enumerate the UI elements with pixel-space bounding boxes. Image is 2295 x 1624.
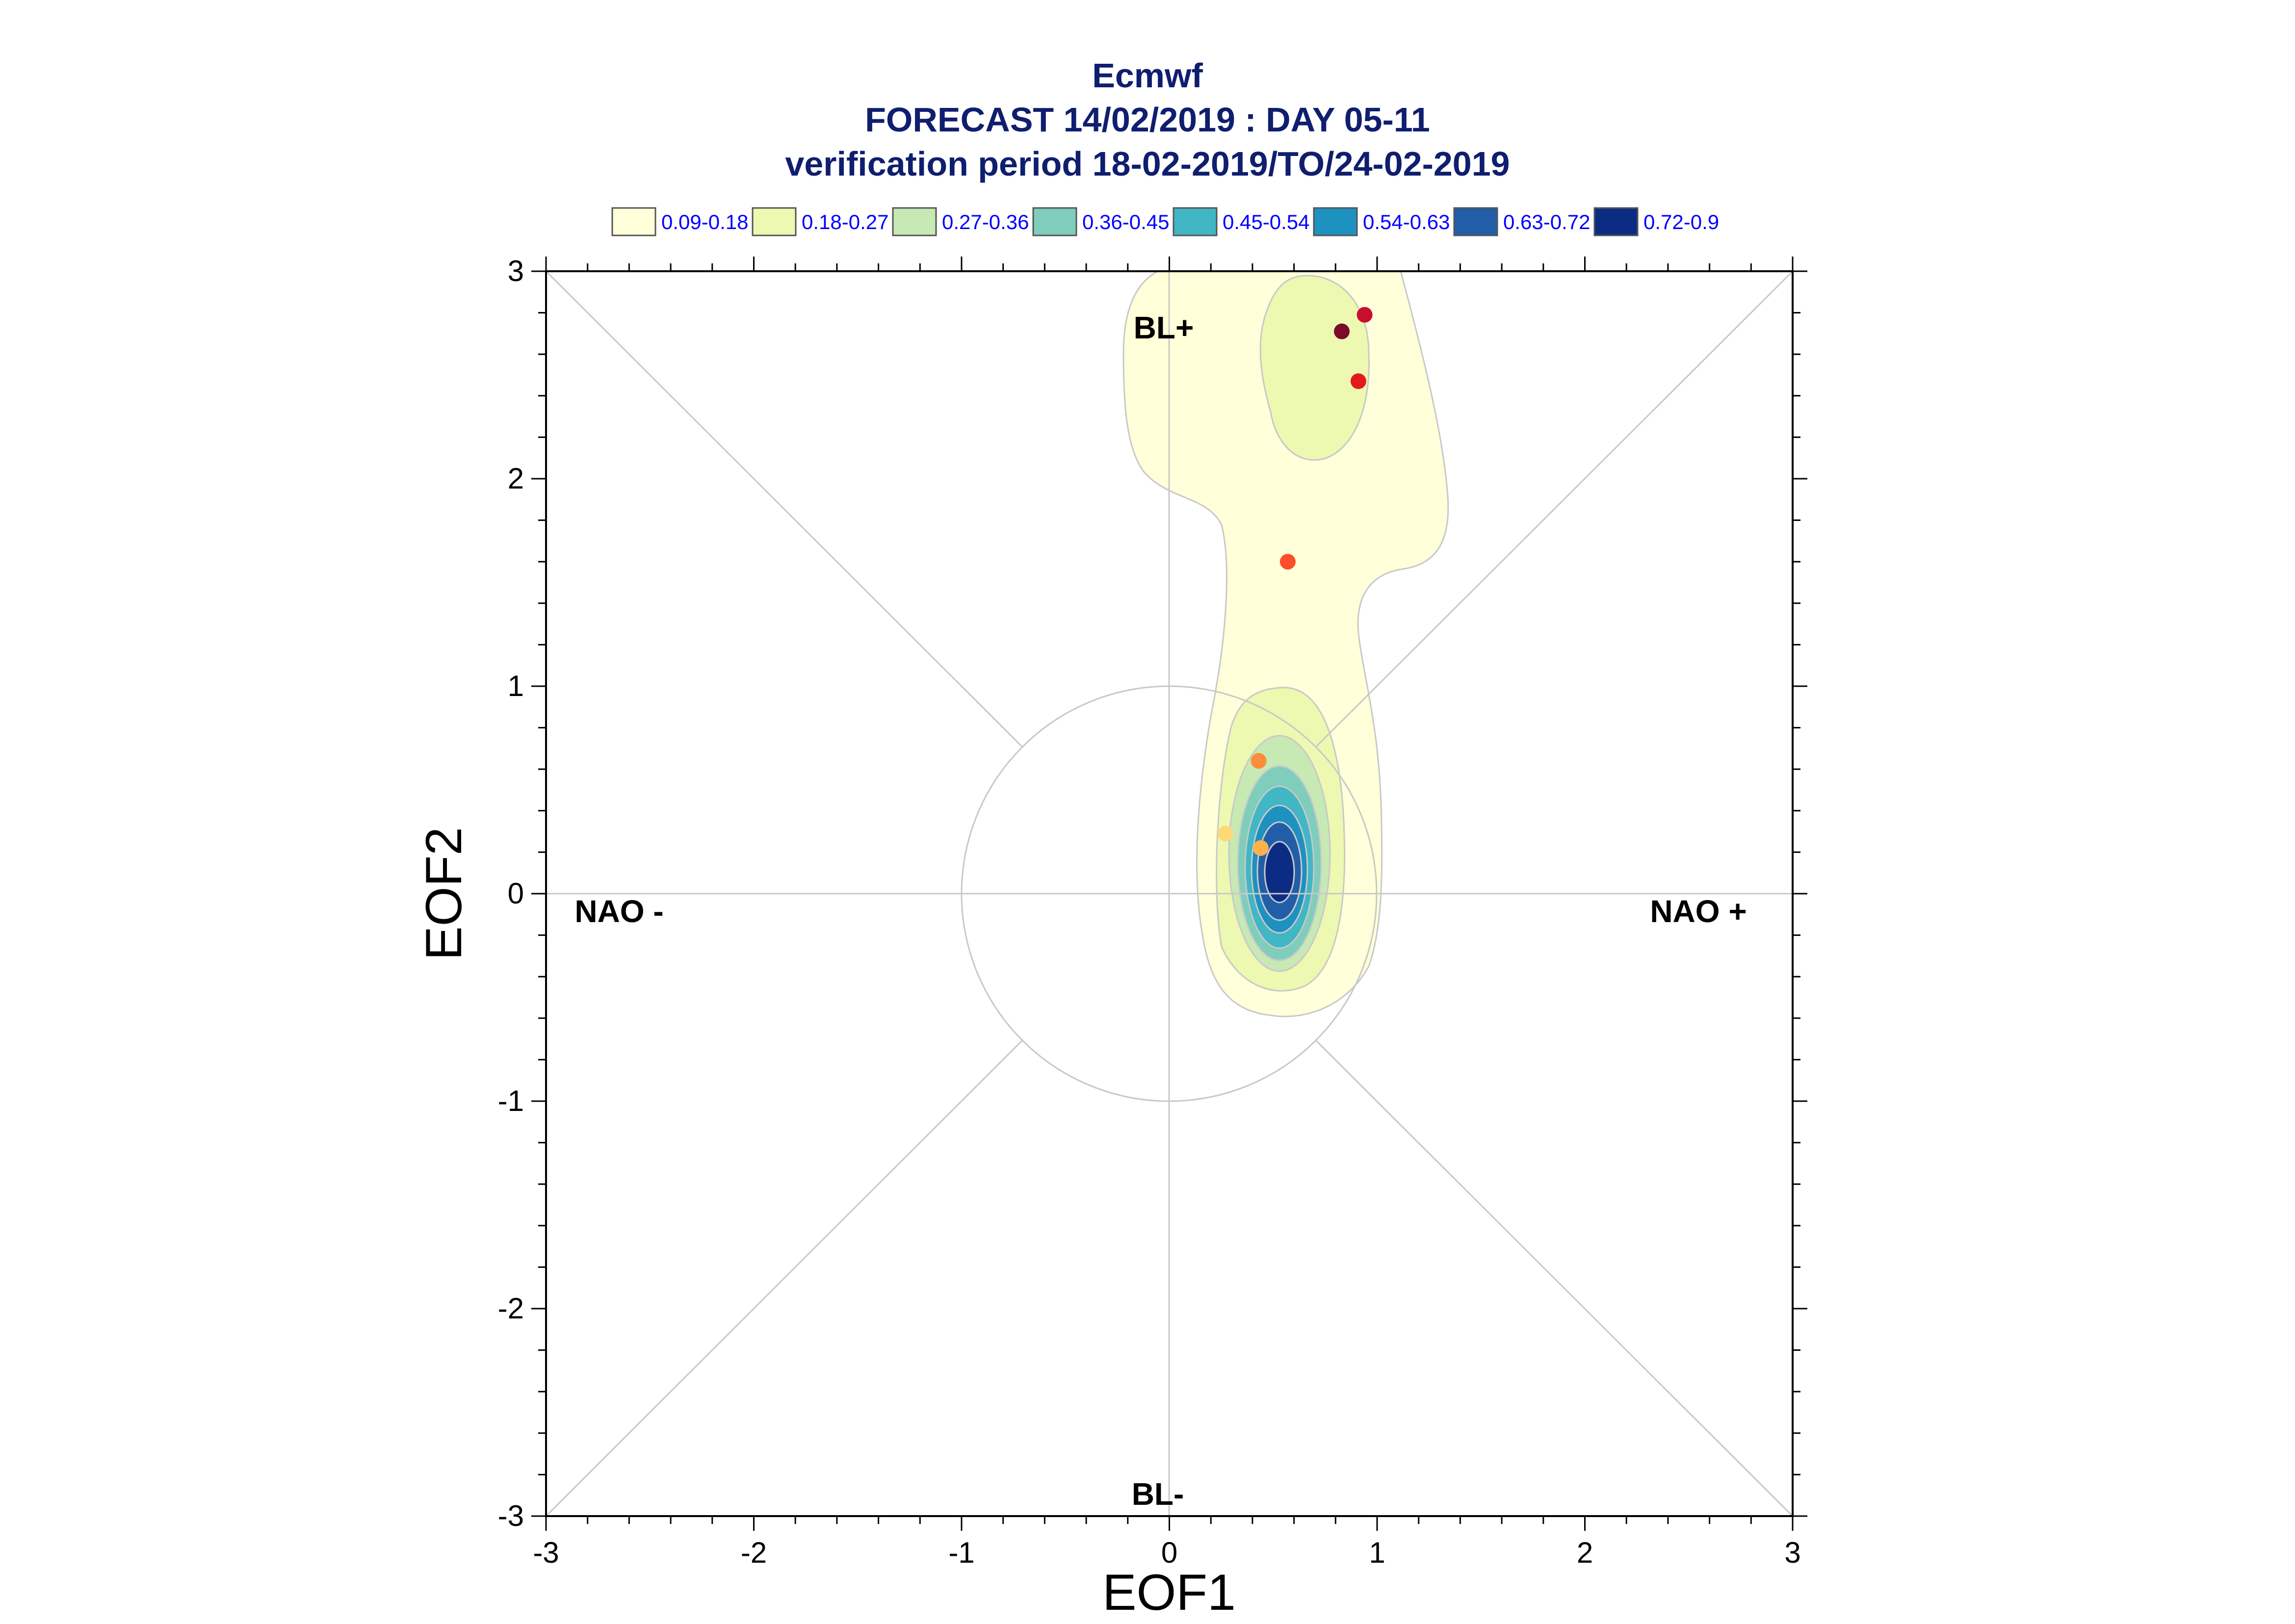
ensemble-point xyxy=(1334,323,1350,339)
legend-label: 0.63-0.72 xyxy=(1503,210,1590,233)
x-tick-label: -3 xyxy=(533,1536,559,1569)
diagonal-upper-right xyxy=(1315,270,1794,748)
ensemble-point xyxy=(1252,840,1269,856)
legend-swatch xyxy=(892,207,937,236)
legend-swatch xyxy=(1173,207,1218,236)
y-tick-label: -2 xyxy=(498,1292,524,1325)
reference-lines xyxy=(545,270,1794,1517)
y-axis-title: EOF2 xyxy=(416,827,472,960)
ensemble-point xyxy=(1350,373,1366,389)
legend-label: 0.18-0.27 xyxy=(802,210,888,233)
x-tick-label: 3 xyxy=(1784,1536,1800,1569)
x-tick-label: -2 xyxy=(741,1536,767,1569)
x-axis-title: EOF1 xyxy=(1102,1564,1236,1621)
title-line-1: Ecmwf xyxy=(1092,56,1203,95)
legend-label: 0.27-0.36 xyxy=(942,210,1029,233)
regime-label-bottom: BL- xyxy=(1132,1476,1184,1512)
density-contour-0.18-top xyxy=(1259,275,1370,461)
plot-area: BL+ BL- NAO - NAO + -3 -3 -2 -2 -1 -1 0 0 1 1 2 2 3 3 xyxy=(498,255,1807,1569)
y-tick-label: 0 xyxy=(508,877,524,910)
y-tick-label: 2 xyxy=(508,462,524,495)
legend-label: 0.45-0.54 xyxy=(1223,210,1309,233)
x-tick-label: -1 xyxy=(948,1536,974,1569)
unit-circle xyxy=(961,685,1378,1102)
legend-label: 0.54-0.63 xyxy=(1363,210,1450,233)
y-tick-label: -3 xyxy=(498,1499,524,1532)
legend-label: 0.72-0.9 xyxy=(1643,210,1719,233)
ensemble-point xyxy=(1356,307,1373,323)
y-tick-label: -1 xyxy=(498,1084,524,1117)
legend-swatch xyxy=(1593,207,1639,236)
diagonal-lower-right xyxy=(1315,1039,1794,1517)
axis-ticks: -3 -3 -2 -2 -1 -1 0 0 1 1 2 2 3 3 xyxy=(498,255,1807,1569)
legend-label: 0.09-0.18 xyxy=(661,210,748,233)
y-tick-label: 3 xyxy=(508,255,524,287)
y-tick-label: 1 xyxy=(508,670,524,702)
diagonal-upper-left xyxy=(545,270,1023,748)
legend-swatch xyxy=(752,207,797,236)
title-line-2: FORECAST 14/02/2019 : DAY 05-11 xyxy=(865,101,1430,139)
regime-label-left: NAO - xyxy=(574,894,663,929)
x-tick-label: 2 xyxy=(1577,1536,1593,1569)
density-contour-0.72 xyxy=(1264,841,1295,903)
chart-title: Ecmwf FORECAST 14/02/2019 : DAY 05-11 ve… xyxy=(785,56,1510,183)
diagonal-lower-left xyxy=(545,1039,1023,1517)
ensemble-point xyxy=(1279,554,1296,570)
regime-label-right: NAO + xyxy=(1650,894,1747,929)
ensemble-point xyxy=(1217,825,1233,842)
legend-swatch xyxy=(1453,207,1498,236)
ensemble-points xyxy=(1217,307,1373,856)
legend-swatch xyxy=(611,207,656,236)
legend-swatch xyxy=(1032,207,1077,236)
ensemble-point xyxy=(1251,753,1267,769)
x-tick-label: 0 xyxy=(1161,1536,1177,1569)
x-tick-label: 1 xyxy=(1369,1536,1385,1569)
legend-swatch xyxy=(1313,207,1358,236)
regime-label-top: BL+ xyxy=(1134,310,1194,345)
legend-label: 0.36-0.45 xyxy=(1082,210,1169,233)
title-line-3: verification period 18-02-2019/TO/24-02-… xyxy=(785,145,1510,183)
density-legend: 0.09-0.18 0.18-0.27 0.27-0.36 0.36-0.45 0.45… xyxy=(611,207,1719,236)
